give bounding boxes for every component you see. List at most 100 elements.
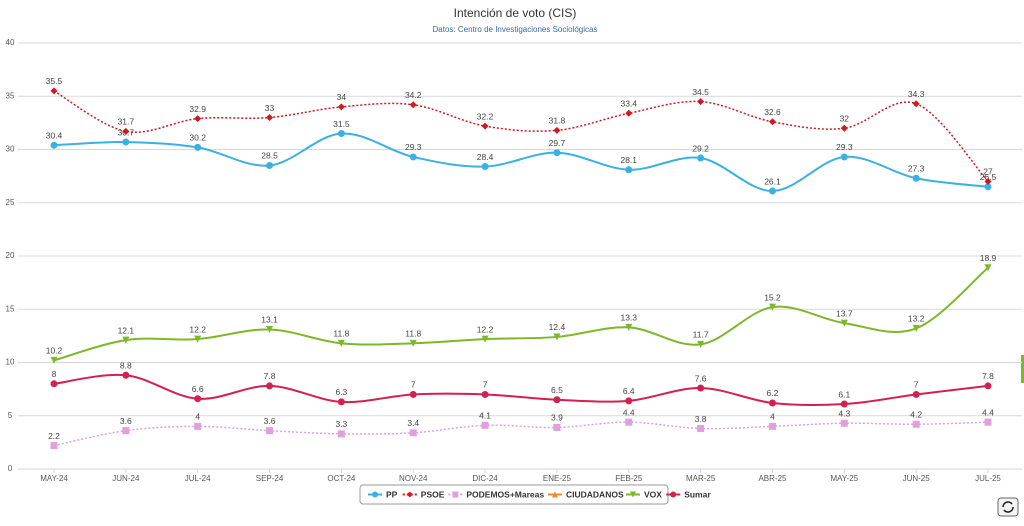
data-label: 2.2 xyxy=(48,431,60,441)
marker xyxy=(768,303,776,311)
data-label: 31.5 xyxy=(333,119,350,129)
marker xyxy=(840,419,848,427)
data-label: 6.6 xyxy=(192,384,204,394)
legend-item[interactable]: CIUDADANOS xyxy=(548,489,624,499)
marker xyxy=(266,114,274,122)
marker xyxy=(984,418,992,426)
data-label: 8 xyxy=(52,369,57,379)
data-label: 13.1 xyxy=(261,315,278,325)
marker xyxy=(984,183,992,191)
data-label: 29.2 xyxy=(692,143,709,153)
marker xyxy=(122,336,130,344)
series-line xyxy=(53,132,989,193)
data-label: 4 xyxy=(195,412,200,422)
y-tick-label: 35 xyxy=(6,91,15,100)
legend-item[interactable]: Sumar xyxy=(666,489,711,499)
marker xyxy=(625,323,633,331)
data-label: 12.2 xyxy=(189,324,206,334)
y-tick-label: 30 xyxy=(6,145,15,154)
marker xyxy=(409,339,417,347)
data-label: 35.5 xyxy=(46,76,63,86)
data-label: 7.8 xyxy=(264,371,276,381)
marker xyxy=(481,335,489,343)
marker xyxy=(984,264,992,272)
x-tick-label: FEB-25 xyxy=(615,474,643,483)
data-label: 4.4 xyxy=(982,407,994,417)
data-label: 3.9 xyxy=(551,413,563,423)
y-tick-label: 40 xyxy=(6,38,15,47)
data-label: 4.2 xyxy=(910,410,922,420)
data-label: 26.1 xyxy=(764,176,781,186)
data-label: 12.4 xyxy=(549,322,566,332)
data-label: 12.1 xyxy=(118,325,135,335)
data-label: 32.2 xyxy=(477,111,494,121)
x-tick-label: ABR-25 xyxy=(758,474,787,483)
y-tick-label: 0 xyxy=(8,464,13,473)
marker xyxy=(50,442,58,450)
data-label: 3.6 xyxy=(120,416,132,426)
marker xyxy=(625,166,633,174)
data-label: 28.4 xyxy=(477,152,494,162)
marker xyxy=(553,423,561,431)
legend-item[interactable]: PSOE xyxy=(402,489,445,499)
data-label: 13.2 xyxy=(908,314,925,324)
data-label: 34 xyxy=(337,92,347,102)
data-label: 31.8 xyxy=(549,116,566,126)
data-label: 4.1 xyxy=(479,411,491,421)
marker xyxy=(984,177,992,185)
marker xyxy=(625,418,633,426)
x-tick-label: SEP-24 xyxy=(256,474,284,483)
legend-item[interactable]: VOX xyxy=(626,489,662,499)
data-label: 6.2 xyxy=(767,388,779,398)
data-label: 27 xyxy=(983,167,993,177)
x-tick-label: JUN-24 xyxy=(112,474,140,483)
marker xyxy=(194,115,202,123)
data-label: 31.7 xyxy=(118,117,135,127)
marker xyxy=(697,98,705,106)
x-tick-label: JUL-24 xyxy=(185,474,211,483)
data-label: 32.9 xyxy=(189,104,206,114)
y-tick-label: 25 xyxy=(6,198,15,207)
marker xyxy=(409,429,417,437)
data-label: 4.3 xyxy=(838,408,850,418)
chart-title: Intención de voto (CIS) xyxy=(454,6,577,20)
y-tick-label: 20 xyxy=(6,251,15,260)
marker xyxy=(912,420,920,428)
marker xyxy=(768,422,776,430)
legend-item[interactable]: PP xyxy=(368,489,398,499)
marker xyxy=(625,109,633,117)
reset-button[interactable] xyxy=(997,497,1019,517)
x-tick-label: MAY-24 xyxy=(40,474,68,483)
series-line xyxy=(53,421,989,447)
data-label: 10.2 xyxy=(46,346,63,356)
marker xyxy=(122,371,130,379)
data-label: 8.8 xyxy=(120,361,132,371)
marker xyxy=(912,174,920,182)
data-label: 29.3 xyxy=(836,142,853,152)
marker xyxy=(409,390,417,398)
marker xyxy=(625,397,633,405)
marker xyxy=(481,163,489,171)
marker xyxy=(372,491,378,498)
legend-label: CIUDADANOS xyxy=(566,489,624,499)
marker xyxy=(553,149,561,157)
marker xyxy=(481,390,489,398)
marker xyxy=(266,161,274,169)
marker xyxy=(840,153,848,161)
data-label: 11.8 xyxy=(333,329,349,339)
legend-item[interactable]: PODEMOS+Mareas xyxy=(448,489,544,499)
marker xyxy=(840,319,848,327)
marker xyxy=(266,427,274,435)
legend-label: Sumar xyxy=(684,489,711,499)
marker xyxy=(337,339,345,347)
data-label: 30.4 xyxy=(46,130,63,140)
marker xyxy=(409,101,417,109)
marker xyxy=(122,427,130,435)
data-label: 29.7 xyxy=(549,138,566,148)
data-label: 6.5 xyxy=(551,385,563,395)
series-line xyxy=(53,90,989,182)
data-label: 28.1 xyxy=(620,155,637,165)
marker xyxy=(768,187,776,195)
data-label: 26.5 xyxy=(980,172,997,182)
